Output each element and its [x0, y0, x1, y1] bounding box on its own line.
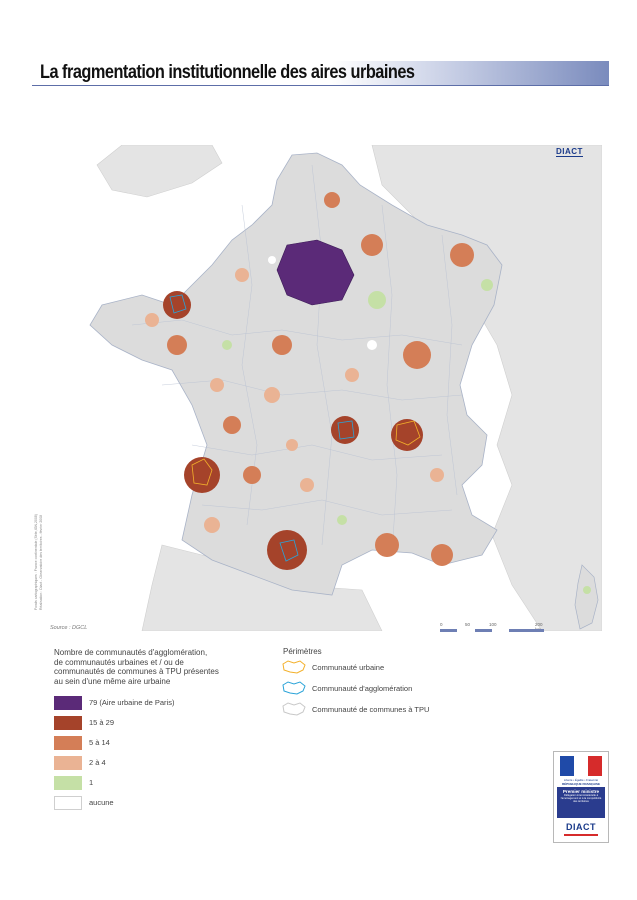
side-credit-line-1: Fonds cartographiques : France continent…: [34, 514, 38, 610]
legend-label: 5 à 14: [89, 738, 110, 747]
legend-swatch: [54, 696, 82, 710]
title-band: [32, 61, 609, 86]
corsica[interactable]: [574, 564, 599, 630]
gov-pm-sub: Délégation interministérielle à l'aménag…: [560, 794, 602, 804]
urban-area[interactable]: [324, 192, 340, 208]
urban-area[interactable]: [467, 390, 477, 400]
french-flag-icon: [560, 756, 602, 776]
urban-area[interactable]: [300, 478, 314, 492]
urban-area[interactable]: [264, 387, 280, 403]
urban-area[interactable]: [391, 419, 423, 451]
urban-area[interactable]: [337, 515, 347, 525]
communaute-communes-outline-icon: [282, 702, 306, 716]
urban-area[interactable]: [430, 468, 444, 482]
legend-label: aucune: [89, 798, 114, 807]
urban-area[interactable]: [204, 517, 220, 533]
gov-diact-logo: DIACT: [566, 822, 596, 832]
gov-republic: RÉPUBLIQUE FRANÇAISE: [561, 782, 600, 786]
urban-area[interactable]: [184, 457, 220, 493]
urban-area[interactable]: [286, 439, 298, 451]
gov-pm-title: Premier ministre: [562, 789, 600, 794]
urban-area[interactable]: [268, 256, 276, 264]
diact-logo-top: DIACT: [556, 147, 583, 157]
france-map-svg[interactable]: [42, 145, 602, 631]
gov-premier-ministre-block: Premier ministre Délégation interministé…: [557, 787, 605, 818]
urban-area[interactable]: [450, 243, 474, 267]
perimeter-outlines: [169, 294, 421, 562]
gov-diact-underline: [564, 834, 598, 836]
legend-title-line: de communautés urbaines et / ou de: [54, 657, 184, 667]
government-logo: Liberté • Égalité • Fraternité RÉPUBLIQU…: [553, 751, 609, 843]
urban-area-paris[interactable]: [276, 239, 355, 306]
urban-area[interactable]: [163, 291, 191, 319]
scale-label: 50: [465, 622, 471, 627]
legend-label: 15 à 29: [89, 718, 115, 727]
map[interactable]: [42, 145, 602, 631]
legend-title: Nombre de communautés d'agglomération, d…: [54, 648, 264, 686]
perimetres-title: Périmètres: [283, 647, 322, 656]
gov-motto: Liberté • Égalité • Fraternité: [563, 778, 599, 782]
urban-area[interactable]: [167, 335, 187, 355]
urban-area[interactable]: [272, 335, 292, 355]
urban-area[interactable]: [368, 291, 386, 309]
legend-swatch: [54, 776, 82, 790]
legend-title-line: communautés de communes à TPU présentes: [54, 667, 219, 677]
perimetre-label: Communauté d'agglomération: [312, 684, 413, 693]
uk-landmass: [96, 145, 223, 198]
scale-label: 0: [440, 622, 443, 627]
source-note: Source : DGCL: [50, 625, 88, 631]
urban-area[interactable]: [403, 341, 431, 369]
scale-label: 100: [489, 622, 497, 627]
urban-area[interactable]: [267, 530, 307, 570]
scale-bar: 0 50 100 200 km: [440, 622, 548, 634]
legend-label: 2 à 4: [89, 758, 106, 767]
legend-title-line: au sein d'une même aire urbaine: [54, 676, 171, 686]
page-title: La fragmentation institutionnelle des ai…: [40, 62, 415, 83]
urban-area[interactable]: [583, 586, 591, 594]
legend-swatch: [54, 736, 82, 750]
communaute-agglomeration-outline-icon: [282, 681, 306, 695]
urban-area[interactable]: [210, 378, 224, 392]
scale-labels: 0 50 100 200 km: [440, 622, 548, 632]
urban-area[interactable]: [145, 313, 159, 327]
urban-area[interactable]: [222, 340, 232, 350]
perimetre-label: Communauté de communes à TPU: [312, 705, 430, 714]
side-credit-line-2: Réalisation : Diact - Observatoire des t…: [38, 514, 43, 610]
urban-area[interactable]: [361, 234, 383, 256]
urban-area[interactable]: [331, 416, 359, 444]
urban-area[interactable]: [235, 268, 249, 282]
france-mainland[interactable]: [89, 152, 503, 596]
legend-swatch: [54, 716, 82, 730]
urban-area[interactable]: [223, 416, 241, 434]
communaute-urbaine-outline-icon: [282, 660, 306, 674]
side-credit: Fonds cartographiques : France continent…: [34, 514, 43, 610]
legend-swatch: [54, 756, 82, 770]
legend-label: 1: [89, 778, 94, 787]
urban-area[interactable]: [375, 533, 399, 557]
urban-area[interactable]: [345, 368, 359, 382]
urban-area[interactable]: [431, 544, 453, 566]
legend-label: 79 (Aire urbaine de Paris): [89, 698, 175, 707]
urban-area[interactable]: [243, 466, 261, 484]
perimetre-label: Communauté urbaine: [312, 663, 385, 672]
legend-swatch: [54, 796, 82, 810]
legend-title-line: Nombre de communautés d'agglomération,: [54, 648, 208, 657]
scale-bar-segments: [440, 629, 544, 632]
urban-area[interactable]: [481, 279, 493, 291]
urban-area[interactable]: [367, 340, 377, 350]
